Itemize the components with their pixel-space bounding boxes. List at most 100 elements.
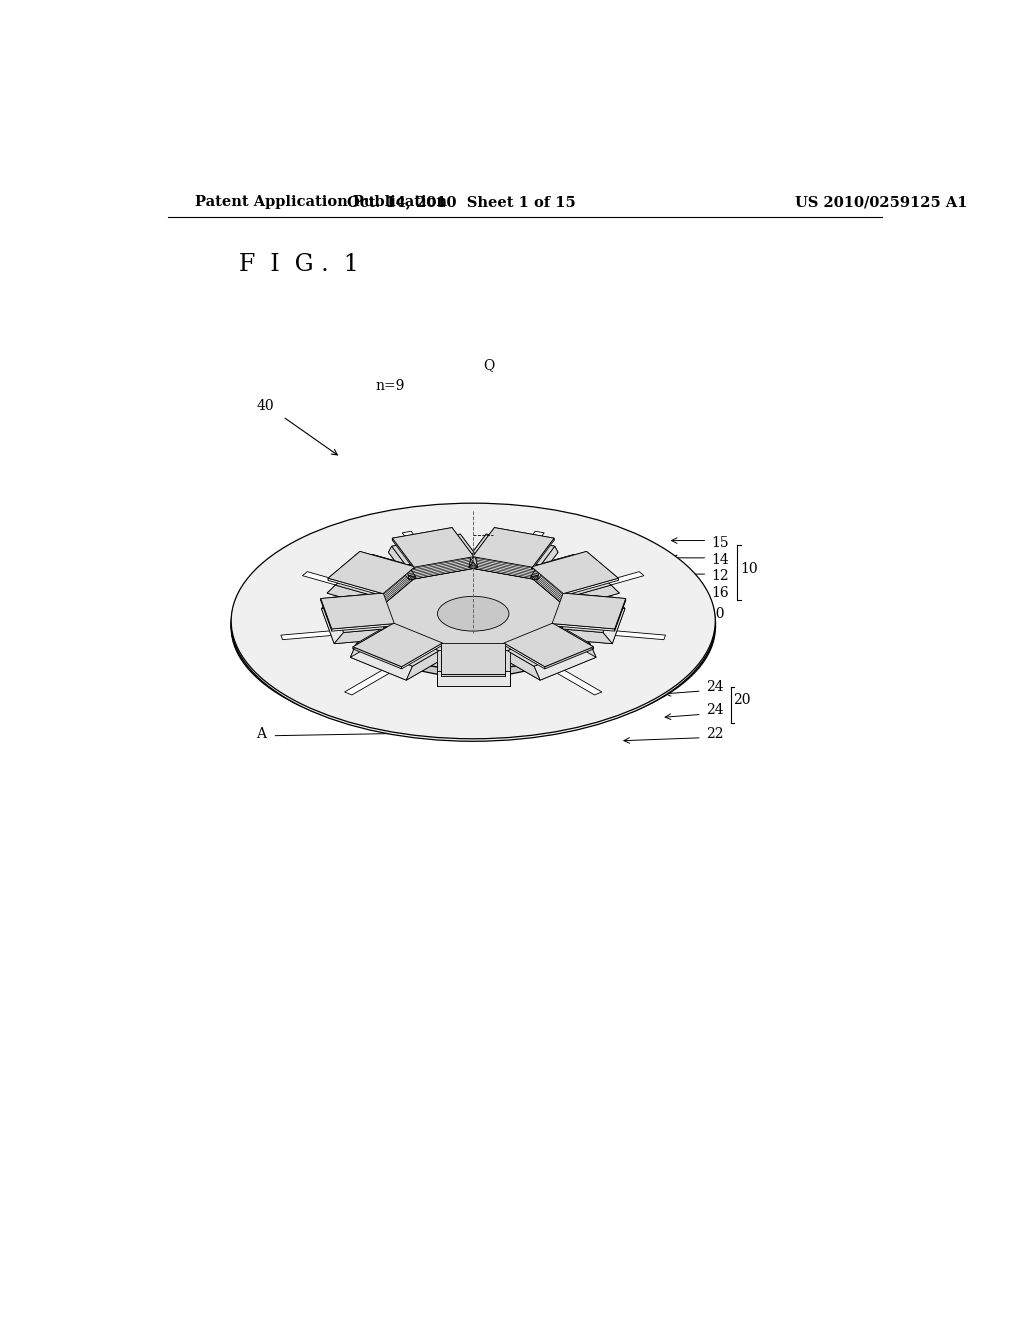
Text: WB: WB	[411, 525, 431, 539]
Polygon shape	[581, 560, 600, 578]
Polygon shape	[327, 585, 379, 609]
Polygon shape	[502, 635, 596, 680]
Polygon shape	[410, 536, 445, 545]
Polygon shape	[562, 594, 615, 632]
Ellipse shape	[231, 503, 715, 739]
Text: 30: 30	[708, 607, 725, 620]
Polygon shape	[328, 552, 359, 581]
Polygon shape	[364, 554, 416, 577]
Polygon shape	[353, 623, 442, 667]
Polygon shape	[356, 628, 439, 667]
Polygon shape	[406, 553, 477, 579]
Polygon shape	[347, 562, 396, 587]
Polygon shape	[498, 531, 544, 583]
Polygon shape	[281, 626, 392, 640]
Polygon shape	[436, 651, 510, 656]
Text: B: B	[238, 643, 248, 657]
Polygon shape	[455, 667, 493, 669]
Polygon shape	[388, 540, 477, 579]
Ellipse shape	[394, 581, 553, 661]
Text: n=9: n=9	[376, 379, 404, 393]
Text: Patent Application Publication: Patent Application Publication	[196, 195, 447, 209]
Polygon shape	[321, 593, 394, 628]
Polygon shape	[407, 651, 445, 680]
Ellipse shape	[358, 558, 588, 669]
Polygon shape	[552, 593, 626, 628]
Polygon shape	[557, 628, 596, 657]
Polygon shape	[353, 623, 394, 649]
Text: 10: 10	[740, 562, 758, 576]
Polygon shape	[531, 552, 587, 569]
Polygon shape	[345, 651, 423, 694]
Polygon shape	[350, 635, 445, 680]
Polygon shape	[508, 628, 590, 667]
Polygon shape	[322, 598, 344, 644]
Polygon shape	[553, 603, 625, 644]
Polygon shape	[545, 647, 594, 669]
Polygon shape	[455, 652, 493, 669]
Polygon shape	[410, 539, 457, 561]
Polygon shape	[321, 593, 383, 601]
Polygon shape	[614, 598, 626, 631]
Text: A: A	[257, 727, 266, 741]
Polygon shape	[523, 635, 574, 660]
Polygon shape	[347, 560, 366, 578]
Polygon shape	[553, 630, 612, 644]
Polygon shape	[568, 603, 609, 624]
Polygon shape	[350, 628, 389, 657]
Text: 40: 40	[257, 400, 274, 413]
Polygon shape	[336, 554, 408, 595]
Polygon shape	[530, 554, 583, 577]
Polygon shape	[436, 671, 510, 685]
Polygon shape	[392, 528, 474, 568]
Text: 20: 20	[733, 693, 751, 708]
Polygon shape	[554, 626, 666, 640]
Ellipse shape	[437, 597, 509, 631]
Text: 12: 12	[712, 569, 729, 583]
Ellipse shape	[231, 513, 715, 738]
Polygon shape	[436, 656, 510, 685]
Polygon shape	[436, 651, 510, 671]
Polygon shape	[392, 539, 414, 569]
Polygon shape	[502, 651, 540, 680]
Polygon shape	[457, 535, 477, 568]
Polygon shape	[350, 643, 413, 680]
Polygon shape	[543, 572, 644, 603]
Polygon shape	[530, 562, 620, 609]
Polygon shape	[388, 546, 409, 579]
Polygon shape	[531, 552, 618, 594]
Polygon shape	[372, 645, 401, 660]
Polygon shape	[469, 553, 541, 579]
Polygon shape	[587, 552, 618, 581]
Polygon shape	[383, 628, 445, 657]
Polygon shape	[337, 603, 344, 624]
Polygon shape	[567, 585, 620, 609]
Text: 14: 14	[712, 553, 729, 568]
Polygon shape	[553, 594, 574, 639]
Polygon shape	[392, 528, 452, 540]
Polygon shape	[388, 535, 461, 552]
Polygon shape	[332, 623, 394, 631]
Polygon shape	[327, 554, 372, 593]
Text: O: O	[492, 635, 503, 649]
Polygon shape	[495, 528, 554, 540]
Polygon shape	[530, 565, 575, 609]
Polygon shape	[452, 528, 474, 558]
Polygon shape	[322, 594, 381, 609]
Polygon shape	[502, 628, 563, 657]
Polygon shape	[328, 578, 383, 595]
Polygon shape	[550, 562, 600, 587]
Text: 24: 24	[706, 680, 723, 694]
Polygon shape	[502, 536, 538, 545]
Polygon shape	[353, 647, 401, 669]
Polygon shape	[486, 535, 558, 552]
Polygon shape	[322, 603, 393, 644]
Text: 15: 15	[712, 536, 729, 549]
Polygon shape	[574, 554, 620, 593]
Polygon shape	[563, 593, 626, 601]
Polygon shape	[563, 578, 618, 595]
Polygon shape	[489, 539, 538, 561]
Ellipse shape	[358, 565, 588, 677]
Polygon shape	[473, 528, 495, 558]
Polygon shape	[337, 603, 378, 624]
